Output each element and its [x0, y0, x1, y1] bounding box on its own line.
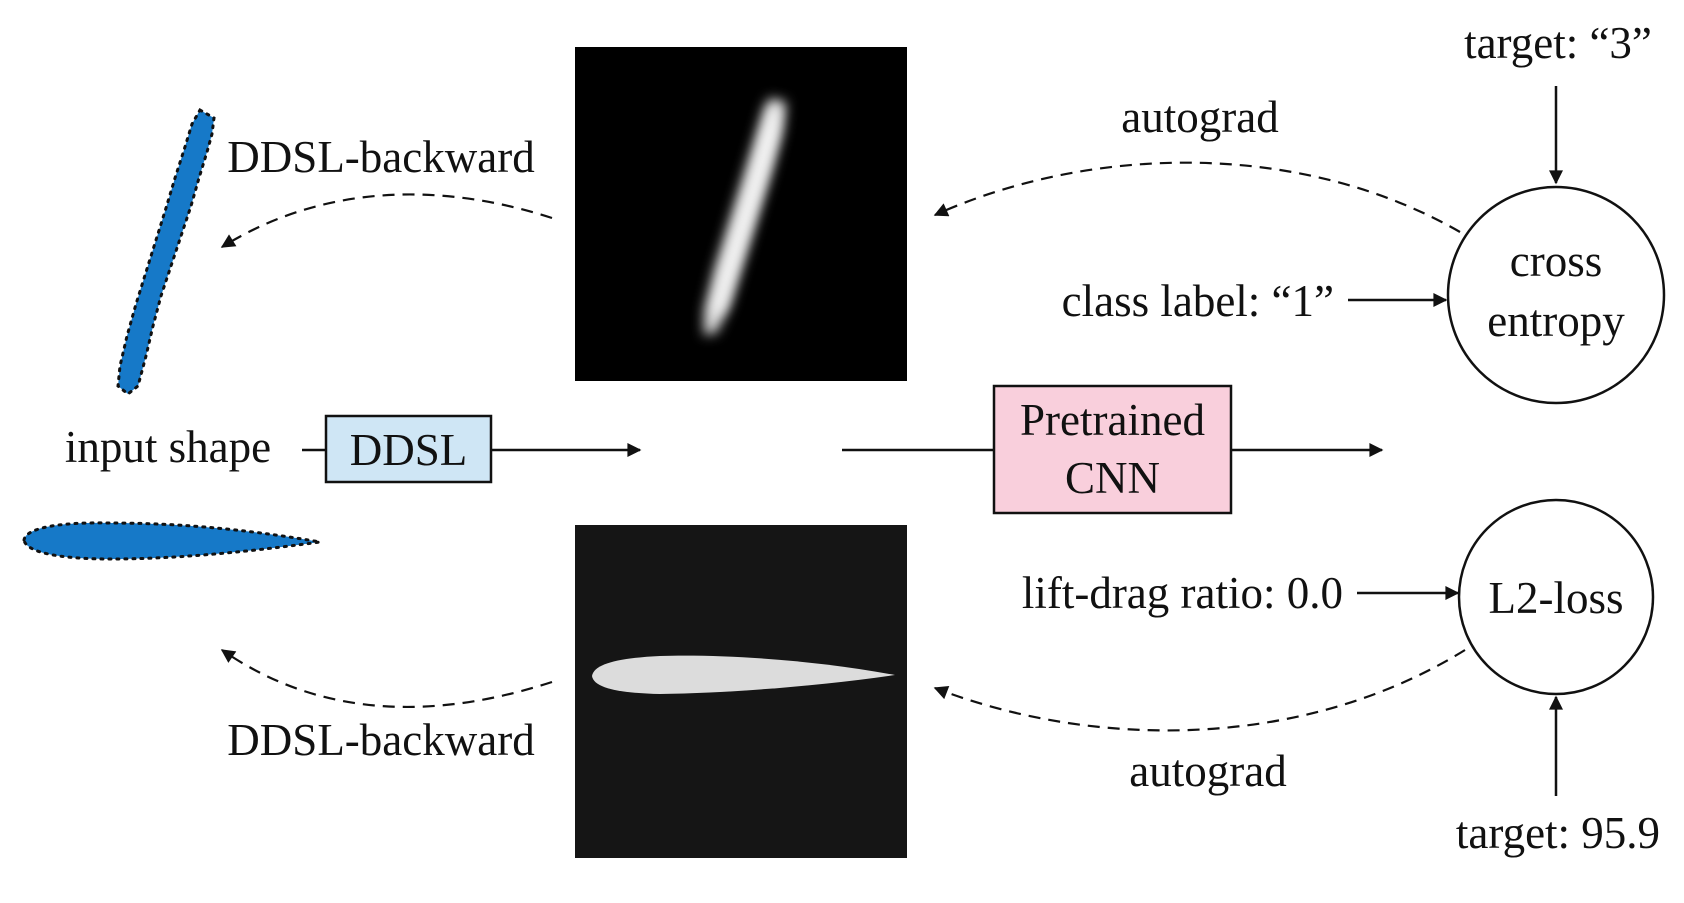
rasterized-airfoil [592, 655, 895, 694]
cross-entropy-node: cross entropy [1446, 185, 1666, 405]
pretrained-cnn-box: Pretrained CNN [992, 384, 1233, 515]
class-label-text: class label: “1” [1062, 276, 1334, 326]
cross-entropy-label-line1: cross [1510, 236, 1602, 286]
cross-entropy-label-line2: entropy [1487, 296, 1625, 346]
autograd-bottom-arrow [933, 649, 1466, 732]
ddsl-backward-bottom-label: DDSL-backward [227, 715, 534, 765]
lift-drag-label: lift-drag ratio: 0.0 [1022, 568, 1343, 618]
cross-entropy-circle [1446, 185, 1666, 405]
target-value-label: target: 95.9 [1456, 808, 1660, 858]
ddsl-box: DDSL [324, 414, 493, 484]
airfoil-polygon-icon [22, 521, 321, 561]
l2-loss-circle [1457, 498, 1655, 696]
pretrained-cnn-label-line1: Pretrained [1020, 395, 1205, 445]
l2-loss-label: L2-loss [1489, 573, 1624, 623]
input-shape-label: input shape [65, 422, 271, 472]
rasterized-digit-highlight [714, 108, 780, 318]
autograd-top-label: autograd [1121, 92, 1278, 142]
pretrained-cnn-label-line2: CNN [1065, 453, 1160, 503]
autograd-top-arrow [933, 161, 1461, 233]
digit-one-polygon-icon [116, 107, 216, 396]
raster-digit-image [575, 47, 907, 381]
ddsl-box-label: DDSL [350, 425, 468, 475]
ddsl-backward-bottom-arrow [220, 649, 553, 708]
l2-loss-node: L2-loss [1457, 498, 1655, 696]
autograd-bottom-label: autograd [1129, 746, 1286, 796]
ddsl-backward-top-label: DDSL-backward [227, 132, 534, 182]
target-three-label: target: “3” [1464, 18, 1652, 68]
ddsl-backward-top-arrow [220, 193, 553, 248]
raster-airfoil-image [575, 525, 907, 858]
